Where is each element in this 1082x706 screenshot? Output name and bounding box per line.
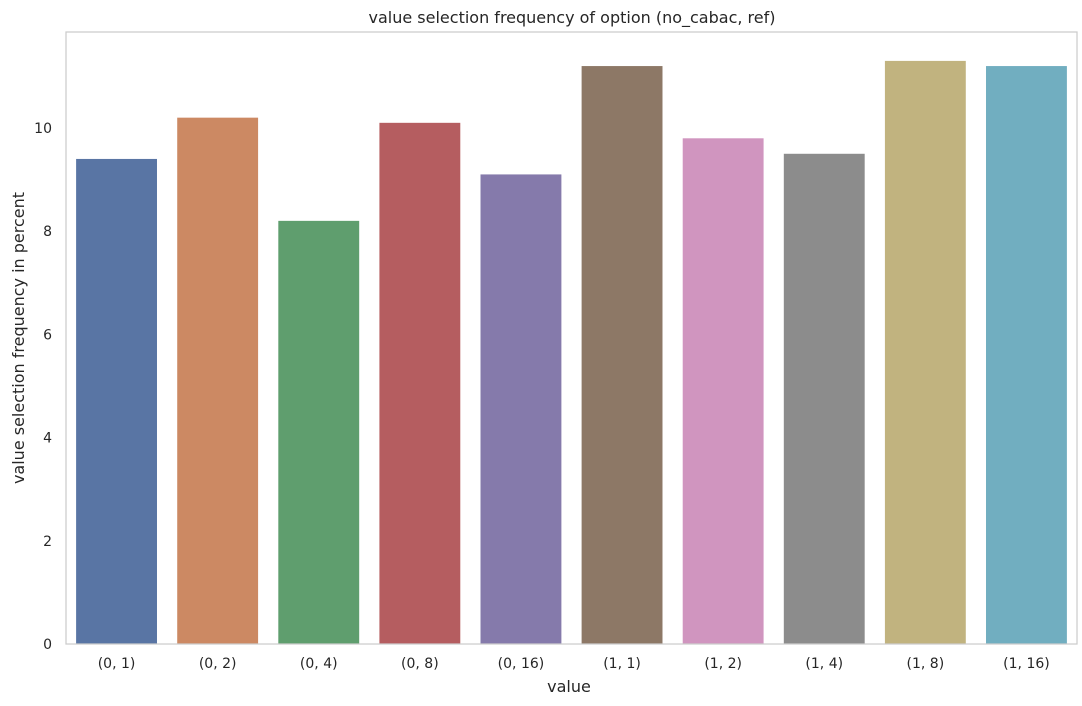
x-axis-ticks: (0, 1) (0, 2) (0, 4) (0, 8) (0, 16) (1, 1) (1,…: [98, 656, 1050, 672]
bar-0: [76, 158, 157, 644]
bar-7: [783, 153, 865, 644]
plot-frame: [65, 31, 1078, 645]
x-tick-label: (0, 16): [498, 656, 545, 672]
chart-title: value selection frequency of option (no_…: [369, 8, 776, 28]
y-tick-label: 6: [43, 327, 52, 343]
y-tick-label: 8: [43, 224, 52, 240]
x-tick-label: (1, 8): [907, 656, 945, 672]
x-tick-label: (0, 1): [98, 656, 136, 672]
bar-6: [682, 138, 764, 645]
bar-3: [379, 122, 461, 644]
x-tick-label: (1, 4): [805, 656, 843, 672]
y-axis-ticks: 0 2 4 6 8 10: [34, 121, 52, 653]
x-tick-label: (1, 16): [1003, 656, 1050, 672]
bar-5: [581, 66, 663, 644]
x-tick-label: (0, 4): [300, 656, 338, 672]
bar-4: [480, 174, 562, 645]
bar-1: [177, 117, 259, 644]
y-axis-label: value selection frequency in percent: [9, 192, 28, 484]
x-tick-label: (1, 2): [704, 656, 742, 672]
x-tick-label: (0, 8): [401, 656, 439, 672]
y-tick-label: 10: [34, 121, 52, 137]
y-tick-label: 0: [43, 637, 52, 653]
bar-9: [986, 66, 1067, 644]
x-tick-label: (0, 2): [199, 656, 237, 672]
bar-2: [278, 220, 360, 645]
y-tick-label: 2: [43, 534, 52, 550]
x-axis-label: value: [547, 677, 591, 696]
bar-8: [884, 60, 966, 644]
x-tick-label: (1, 1): [603, 656, 641, 672]
bars-group: [76, 60, 1067, 645]
y-tick-label: 4: [43, 431, 52, 447]
